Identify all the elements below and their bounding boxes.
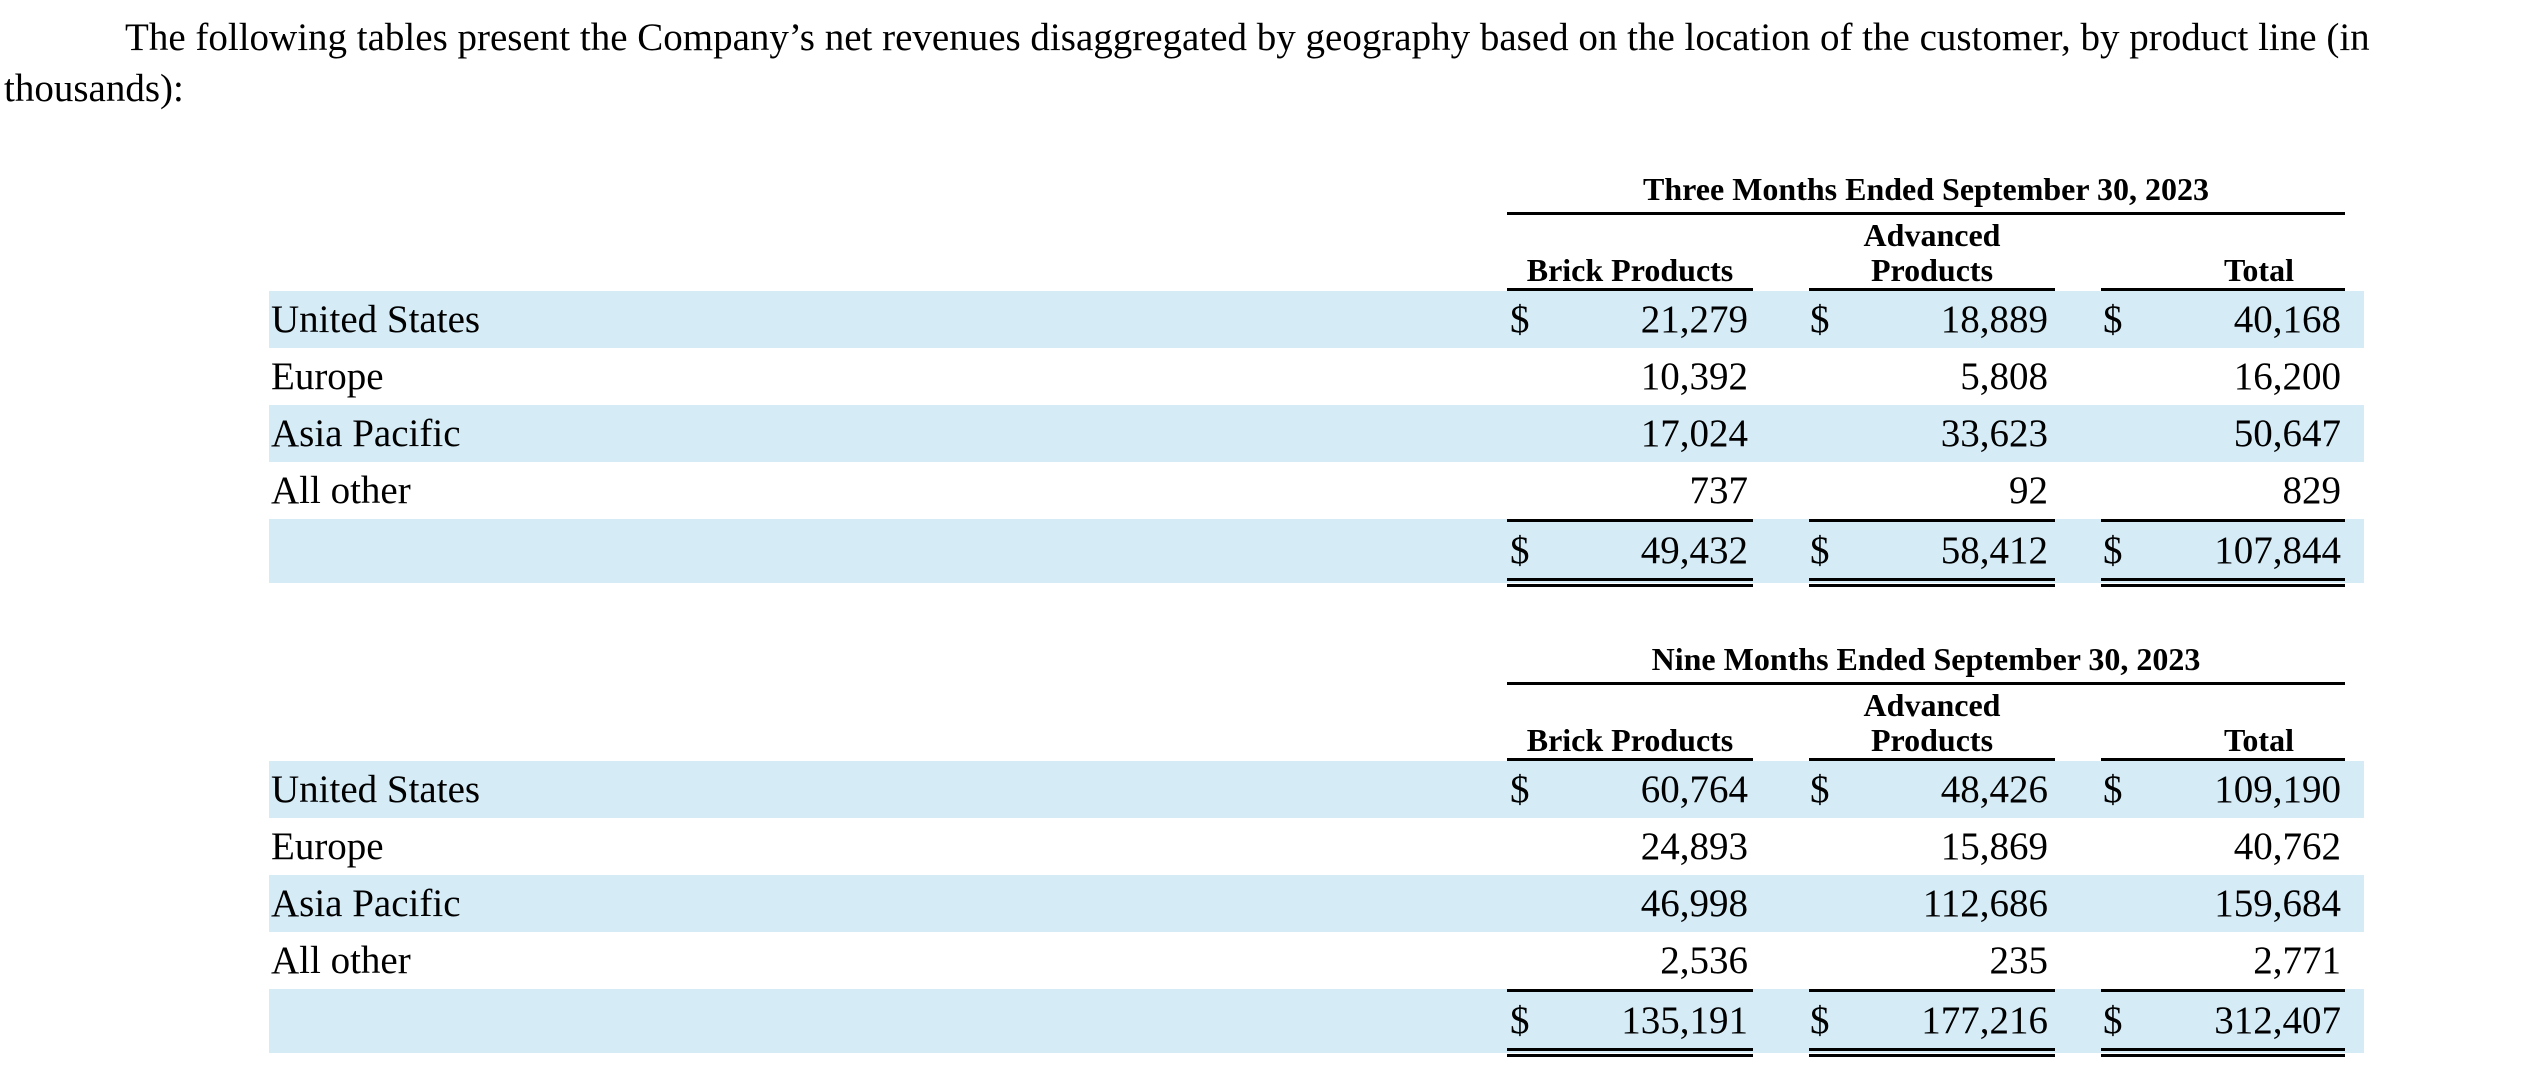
table-row-asia-pacific: Asia Pacific 46,998 112,686 159,684 — [269, 875, 2364, 932]
currency-symbol: $ — [1810, 999, 1830, 1042]
table-row-all-other: All other 737 92 829 — [269, 462, 2364, 519]
column-header-brick-products: Brick Products — [1507, 686, 1753, 761]
cell-brick-products: 49,432 — [1640, 529, 1748, 572]
cell-total: 829 — [2282, 469, 2342, 512]
total-rule — [2101, 519, 2345, 522]
column-header-line2: Brick Products — [1526, 722, 1734, 758]
period-header: Three Months Ended September 30, 2023 — [1507, 166, 2345, 215]
cell-total: 312,407 — [2214, 999, 2341, 1042]
cell-advanced-products: 48,426 — [1940, 768, 2048, 811]
table-row-europe: Europe 24,893 15,869 40,762 — [269, 818, 2364, 875]
table-row-total: $ 135,191 $ 177,216 $ 312,407 — [269, 989, 2364, 1057]
column-header-total: Total — [2101, 216, 2345, 291]
currency-symbol: $ — [1810, 298, 1830, 341]
cell-brick-products: 2,536 — [1660, 939, 1748, 982]
cell-brick-products: 17,024 — [1640, 412, 1748, 455]
column-header-total: Total — [2101, 686, 2345, 761]
table-row-europe: Europe 10,392 5,808 16,200 — [269, 348, 2364, 405]
table-row-united-states: United States $ 60,764 $ 48,426 $ 109,19… — [269, 761, 2364, 818]
cell-total: 16,200 — [2233, 355, 2341, 398]
total-rule — [1809, 989, 2055, 992]
column-header-line2: Products — [1870, 252, 1994, 288]
cell-advanced-products: 5,808 — [1960, 355, 2048, 398]
cell-advanced-products: 92 — [2009, 469, 2048, 512]
cell-total: 2,771 — [2253, 939, 2341, 982]
cell-total: 40,168 — [2233, 298, 2341, 341]
row-label: All other — [271, 469, 411, 512]
cell-advanced-products: 177,216 — [1921, 999, 2048, 1042]
table-row-total: $ 49,432 $ 58,412 $ 107,844 — [269, 519, 2364, 587]
table-row-all-other: All other 2,536 235 2,771 — [269, 932, 2364, 989]
double-underline — [1809, 1048, 2055, 1057]
currency-symbol: $ — [1510, 999, 1530, 1042]
column-header-line2: Total — [2224, 722, 2294, 758]
row-label: United States — [271, 768, 481, 811]
cell-total: 107,844 — [2214, 529, 2341, 572]
column-header-advanced-products: Advanced Products — [1809, 686, 2055, 761]
currency-symbol: $ — [2103, 768, 2123, 811]
row-label: Europe — [271, 355, 384, 398]
column-header-line1: Advanced — [1863, 217, 2001, 253]
row-label: United States — [271, 298, 481, 341]
double-underline — [2101, 578, 2345, 587]
cell-advanced-products: 58,412 — [1940, 529, 2048, 572]
row-label: Europe — [271, 825, 384, 868]
row-label: Asia Pacific — [271, 412, 461, 455]
cell-total: 109,190 — [2214, 768, 2341, 811]
total-rule — [2101, 989, 2345, 992]
intro-paragraph: The following tables present the Company… — [4, 16, 2370, 110]
cell-brick-products: 60,764 — [1640, 768, 1748, 811]
total-rule — [1507, 519, 1753, 522]
column-header-brick-products: Brick Products — [1507, 216, 1753, 291]
cell-advanced-products: 15,869 — [1940, 825, 2048, 868]
cell-total: 40,762 — [2233, 825, 2341, 868]
row-label: All other — [271, 939, 411, 982]
currency-symbol: $ — [2103, 999, 2123, 1042]
cell-advanced-products: 18,889 — [1940, 298, 2048, 341]
currency-symbol: $ — [1510, 529, 1530, 572]
cell-brick-products: 737 — [1689, 469, 1749, 512]
double-underline — [2101, 1048, 2345, 1057]
cell-brick-products: 24,893 — [1640, 825, 1748, 868]
total-rule — [1507, 989, 1753, 992]
total-rule — [1809, 519, 2055, 522]
cell-advanced-products: 235 — [1989, 939, 2049, 982]
column-header-line2: Products — [1870, 722, 1994, 758]
cell-brick-products: 21,279 — [1640, 298, 1748, 341]
currency-symbol: $ — [2103, 529, 2123, 572]
column-header-advanced-products: Advanced Products — [1809, 216, 2055, 291]
currency-symbol: $ — [1810, 768, 1830, 811]
table-row-asia-pacific: Asia Pacific 17,024 33,623 50,647 — [269, 405, 2364, 462]
row-label: Asia Pacific — [271, 882, 461, 925]
cell-advanced-products: 112,686 — [1922, 882, 2048, 925]
currency-symbol: $ — [1510, 768, 1530, 811]
double-underline — [1809, 578, 2055, 587]
cell-advanced-products: 33,623 — [1940, 412, 2048, 455]
currency-symbol: $ — [1510, 298, 1530, 341]
period-header: Nine Months Ended September 30, 2023 — [1507, 636, 2345, 685]
column-header-line2: Total — [2224, 252, 2294, 288]
cell-total: 50,647 — [2233, 412, 2341, 455]
cell-brick-products: 46,998 — [1640, 882, 1748, 925]
column-header-line2: Brick Products — [1526, 252, 1734, 288]
cell-brick-products: 10,392 — [1640, 355, 1748, 398]
cell-brick-products: 135,191 — [1621, 999, 1748, 1042]
currency-symbol: $ — [2103, 298, 2123, 341]
cell-total: 159,684 — [2214, 882, 2341, 925]
double-underline — [1507, 1048, 1753, 1057]
currency-symbol: $ — [1810, 529, 1830, 572]
column-header-line1: Advanced — [1863, 687, 2001, 723]
double-underline — [1507, 578, 1753, 587]
table-row-united-states: United States $ 21,279 $ 18,889 $ 40,168 — [269, 291, 2364, 348]
